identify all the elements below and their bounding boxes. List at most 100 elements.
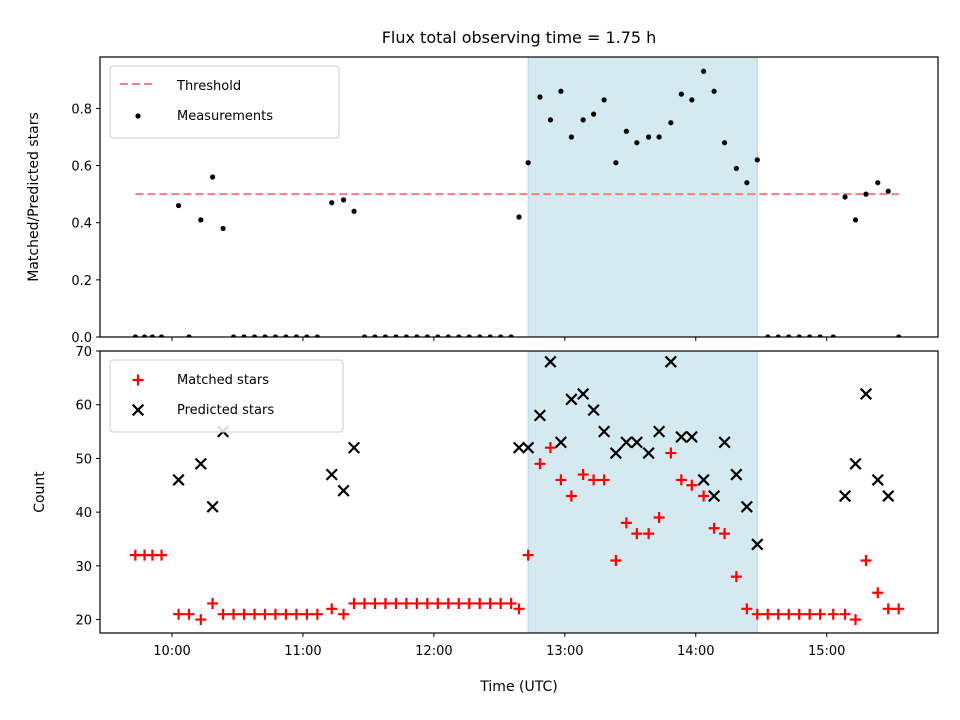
measurement-point xyxy=(580,117,586,123)
y-tick-label: 0.6 xyxy=(71,160,92,175)
matched-star-point xyxy=(207,597,219,609)
matched-star-point xyxy=(751,608,763,620)
matched-star-point xyxy=(513,603,525,615)
measurement-point xyxy=(251,334,258,337)
measurement-point xyxy=(558,88,564,94)
measurement-point xyxy=(623,128,629,134)
series-predicted-stars xyxy=(172,355,895,551)
measurement-point xyxy=(351,208,357,214)
measurement-point xyxy=(721,140,728,146)
measurement-point xyxy=(361,334,368,337)
predicted-star-point xyxy=(642,446,655,460)
matched-star-point xyxy=(442,597,454,609)
matched-star-point xyxy=(565,490,577,502)
predicted-star-point xyxy=(512,441,526,454)
matched-star-point xyxy=(620,517,632,529)
y-tick-label: 0.8 xyxy=(71,102,92,117)
y-tick-label: 70 xyxy=(75,345,92,360)
matched-star-point xyxy=(505,597,517,609)
matched-star-point xyxy=(249,608,261,620)
measurement-point xyxy=(646,134,652,140)
predicted-star-point xyxy=(708,489,721,503)
matched-star-point xyxy=(827,608,839,620)
matched-star-point xyxy=(474,597,486,609)
y-tick-label: 0.2 xyxy=(71,274,92,289)
matched-star-point xyxy=(860,554,872,566)
measurement-point xyxy=(132,334,138,337)
measurement-point xyxy=(149,334,155,337)
legend-label: Measurements xyxy=(177,109,273,124)
predicted-star-point xyxy=(577,387,590,401)
measurement-point xyxy=(678,91,684,97)
matched-star-point xyxy=(850,614,862,626)
measurement-point xyxy=(807,334,813,337)
predicted-star-point xyxy=(740,500,753,513)
measurement-point xyxy=(786,334,792,337)
measurement-point xyxy=(498,334,504,337)
measurement-point xyxy=(689,97,695,103)
y-tick-label: 20 xyxy=(75,614,92,629)
panel-2: 20 30 40 50 60 70 10:00 11:00 12:00 13:00 14:00 15:… xyxy=(32,345,939,659)
plot-area xyxy=(129,355,905,626)
measurement-point xyxy=(293,334,300,337)
x-tick-label: 10:00 xyxy=(153,644,190,659)
matched-star-point xyxy=(762,608,774,620)
legend: Threshold Measurements xyxy=(109,65,340,139)
matched-star-point xyxy=(495,597,507,609)
predicted-star-point xyxy=(554,436,567,449)
predicted-star-point xyxy=(675,430,688,444)
measurement-point xyxy=(487,334,493,337)
measurement-point xyxy=(424,334,430,337)
axes-frame xyxy=(99,56,939,338)
predicted-star-point xyxy=(838,489,852,503)
x-tick-label: 11:00 xyxy=(284,644,321,659)
matched-star-point xyxy=(730,571,742,583)
matched-star-point xyxy=(522,549,534,561)
panel-1: 0.0 0.2 0.4 0.6 0.8 Matched/Predicted stars Th… xyxy=(26,56,939,346)
measurement-point xyxy=(885,188,891,194)
measurement-point xyxy=(241,334,247,337)
predicted-star-point xyxy=(664,355,677,368)
measurement-point xyxy=(701,68,707,74)
matched-star-point xyxy=(358,597,370,609)
measurement-point xyxy=(220,225,226,232)
y-tick-label: 30 xyxy=(75,560,92,575)
predicted-star-point xyxy=(206,500,219,513)
measurement-point xyxy=(230,334,237,337)
measurement-point xyxy=(435,334,441,337)
matched-star-point xyxy=(772,608,784,620)
measurement-point xyxy=(842,194,848,200)
measurement-point xyxy=(754,157,760,163)
predicted-star-point xyxy=(849,457,862,470)
measurement-point xyxy=(863,191,869,197)
measurement-point xyxy=(272,334,279,337)
matched-star-point xyxy=(369,597,381,609)
predicted-star-point xyxy=(859,387,873,401)
matched-star-point xyxy=(259,608,271,620)
measurement-point xyxy=(262,334,268,337)
measurement-point xyxy=(601,97,607,103)
matched-star-point xyxy=(643,528,655,540)
matched-star-point xyxy=(228,608,240,620)
matched-star-point xyxy=(577,469,589,481)
matched-star-point xyxy=(839,608,851,620)
matched-star-point xyxy=(463,597,475,609)
measurement-point xyxy=(668,120,674,126)
matched-star-point xyxy=(665,447,677,459)
legend-label: Threshold xyxy=(176,79,241,94)
matched-star-point xyxy=(173,608,185,620)
predicted-star-point xyxy=(718,436,731,449)
measurement-point xyxy=(591,111,597,117)
measurement-point xyxy=(875,180,881,186)
measurement-point xyxy=(198,217,204,223)
measurement-point xyxy=(445,334,451,337)
measurement-point xyxy=(283,334,289,337)
matched-star-point xyxy=(588,474,600,486)
matched-star-point xyxy=(183,608,195,620)
matched-star-point xyxy=(534,458,546,470)
measurement-point xyxy=(852,217,859,223)
x-tick-label: 15:00 xyxy=(808,644,845,659)
measurement-point xyxy=(896,334,902,337)
matched-star-point xyxy=(598,474,610,486)
